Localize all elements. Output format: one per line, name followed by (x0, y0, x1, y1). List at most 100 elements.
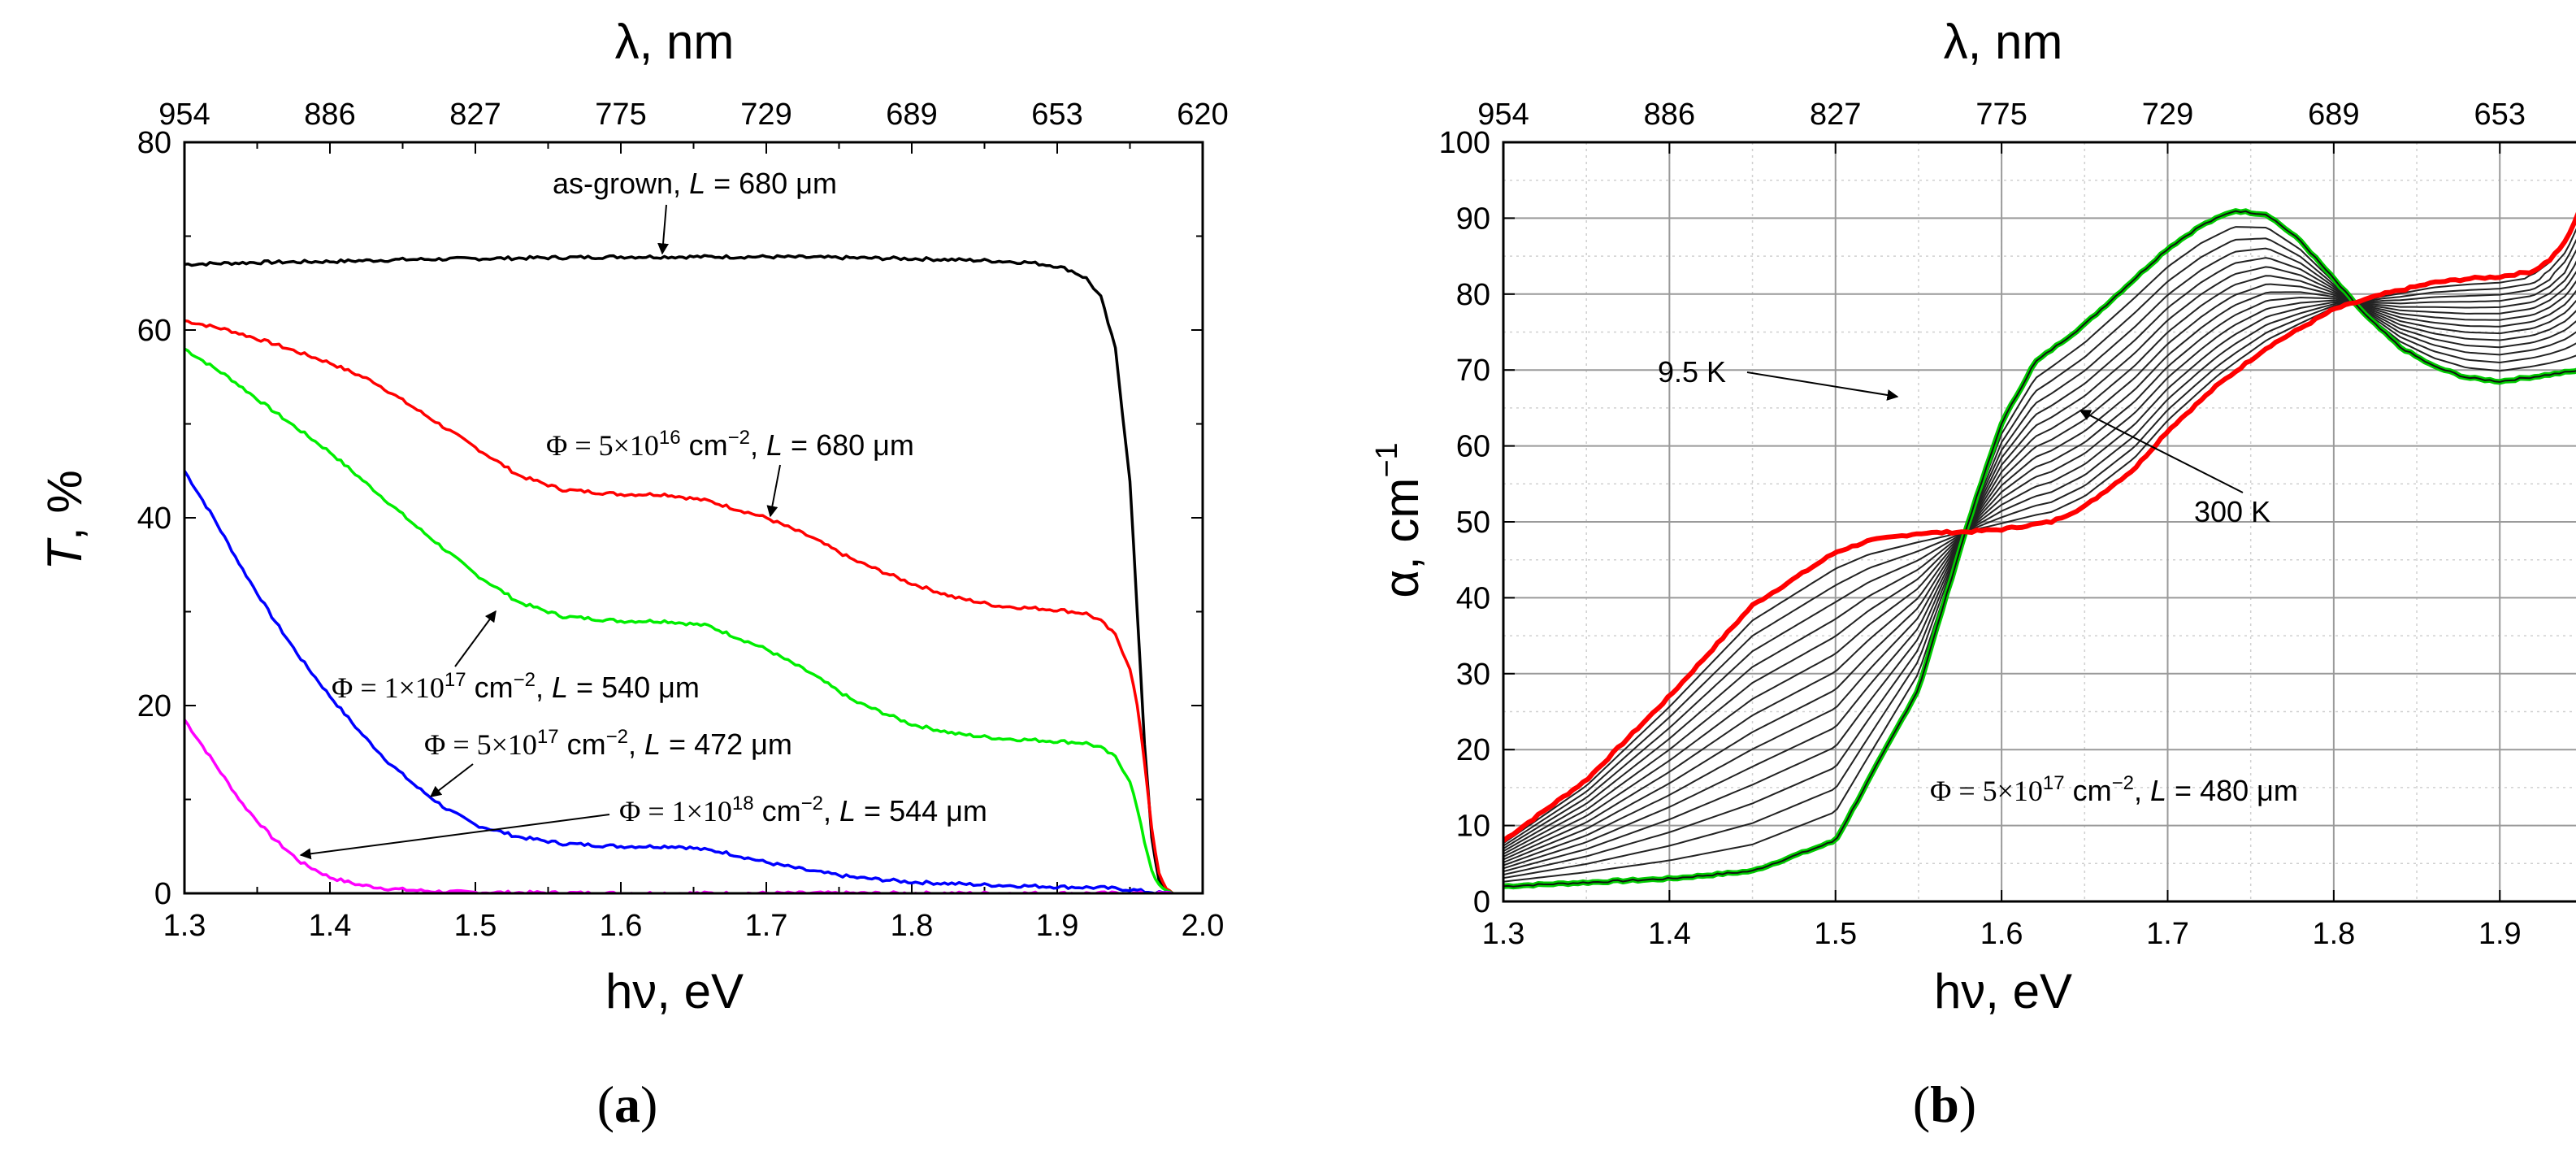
panel-a-top-tick-label: 689 (886, 98, 937, 132)
panel-a-ytick-label: 40 (137, 502, 171, 536)
panel-a-series-1 (184, 319, 1175, 893)
panel-a-xtick-label: 2.0 (1182, 909, 1225, 943)
panel-b-ytick-label: 100 (1439, 126, 1490, 160)
panel-b-curve-9-5K-core (1503, 210, 2576, 888)
panel-a-xtick-label: 1.3 (163, 909, 206, 943)
panel-b-grid: 1.3 954 1.4 886 1.5 827 1.6 775 1.7 729 1.8 689 1.9 6… (1439, 98, 2576, 951)
panel-b-xtick-label: 1.4 (1648, 917, 1691, 951)
panel-a-xtick-label: 1.9 (1036, 909, 1079, 943)
panel-a-top-tick-label: 729 (740, 98, 791, 132)
panel-a-ticks: 1.3 954 1.4 886 1.5 827 1.6 775 1.7 729 1.8 689 1.9 6… (137, 98, 1229, 943)
panel-a-series (184, 254, 1175, 893)
arrow-300K (2079, 410, 2244, 493)
panel-b-xtick-label: 1.3 (1482, 917, 1525, 951)
arrow-5e17 (429, 763, 474, 797)
panel-b-top-xlabel: λ, nm (1944, 15, 2063, 69)
panel-b-curve-intermediate (1503, 271, 2576, 858)
panel-b-frame (1502, 141, 2576, 903)
panel-b-top-tick-label: 775 (1975, 98, 2027, 132)
panel-b-xtick-label: 1.9 (2478, 917, 2522, 951)
panel-b-top-tick-label: 689 (2308, 98, 2359, 132)
panel-b-ylabel: α, cm−1 (1370, 442, 1429, 597)
panel-a-xtick-label: 1.4 (309, 909, 352, 943)
panel-a-annotations: as-grown, L = 680 μm Φ = 5×1016 cm−2, L … (299, 167, 987, 860)
panel-b-curve-intermediate (1503, 260, 2576, 855)
panel-a-series-0 (184, 254, 1175, 893)
panel-b-curve-intermediate (1503, 249, 2576, 853)
panel-b-curve-intermediate (1503, 237, 2576, 880)
panel-b-curve-intermediate (1503, 238, 2576, 849)
panel-b-ytick-label: 90 (1456, 202, 1490, 236)
panel-a-xtick-label: 1.5 (454, 909, 497, 943)
panel-a-ytick-label: 0 (154, 877, 171, 911)
arrow-5e16 (766, 464, 781, 518)
panel-b-ytick-label: 50 (1456, 506, 1490, 540)
panel-b-ytick-label: 40 (1456, 581, 1490, 615)
panel-a-ytick-label: 20 (137, 689, 171, 723)
panel-b-curve-intermediate (1503, 247, 2576, 876)
panel-b-top-tick-label: 954 (1477, 98, 1529, 132)
panel-b-ytick-label: 80 (1456, 278, 1490, 312)
panel-b-curve-intermediate (1503, 280, 2576, 861)
panel-b-top-tick-label: 729 (2142, 98, 2193, 132)
panel-a-xtick-label: 1.8 (891, 909, 934, 943)
panel-a-series-2 (184, 347, 1175, 893)
panel-a-top-xlabel: λ, nm (615, 15, 735, 69)
panel-b: 1.3 954 1.4 886 1.5 827 1.6 775 1.7 729 1.8 689 1.9 6… (1370, 15, 2576, 1133)
panel-b-series (1503, 208, 2576, 890)
panel-b-ytick-label: 60 (1456, 430, 1490, 464)
panel-b-top-tick-label: 827 (1810, 98, 1861, 132)
panel-a-top-tick-label: 620 (1177, 98, 1228, 132)
panel-b-ytick-label: 20 (1456, 733, 1490, 767)
panel-a-top-tick-label: 886 (304, 98, 355, 132)
panel-a-xtick-label: 1.7 (745, 909, 788, 943)
panel-b-top-tick-label: 886 (1644, 98, 1695, 132)
panel-b-xtick-label: 1.6 (1980, 917, 2023, 951)
panel-b-curve-intermediate (1503, 257, 2576, 873)
panel-a-ylabel: T, % (37, 470, 92, 570)
arrow-1e17 (454, 610, 497, 667)
panel-b-curve-intermediate (1503, 216, 2576, 845)
annotation-5e17: Φ = 5×1017 cm−2, L = 472 μm (424, 726, 792, 761)
panel-a-top-tick-label: 775 (595, 98, 646, 132)
panel-b-curve-intermediate (1503, 266, 2576, 870)
panel-b-ytick-label: 70 (1456, 354, 1490, 388)
panel-a-top-tick-label: 954 (158, 98, 210, 132)
panel-b-curve-intermediate (1503, 283, 2576, 863)
panel-a-xtick-label: 1.6 (600, 909, 643, 943)
annotation-1e18: Φ = 1×1018 cm−2, L = 544 μm (619, 793, 987, 827)
panel-b-curve-intermediate (1503, 228, 2576, 847)
annotation-300K: 300 K (2194, 495, 2270, 528)
panel-a-ytick-label: 60 (137, 314, 171, 348)
panel-a-series-3 (184, 470, 1174, 893)
panel-a-series-4 (184, 719, 1174, 893)
arrow-as-grown (657, 204, 670, 255)
panel-b-xtick-label: 1.8 (2312, 917, 2355, 951)
panel-a-label: (a) (597, 1075, 658, 1133)
annotation-1e17: Φ = 1×1017 cm−2, L = 540 μm (332, 669, 700, 704)
panel-a-frame (183, 141, 1204, 895)
panel-b-curve-intermediate (1503, 275, 2576, 866)
panel-b-annotations: 9.5 K 300 K Φ = 5×1017 cm−2, L = 480 μm (1658, 355, 2298, 807)
panel-a: 1.3 954 1.4 886 1.5 827 1.6 775 1.7 729 1.8 689 1.9 6… (37, 15, 1229, 1133)
panel-a-top-tick-label: 827 (449, 98, 501, 132)
arrow-1e18 (299, 814, 610, 860)
panel-b-label: (b) (1913, 1075, 1976, 1133)
panel-a-ytick-label: 80 (137, 126, 171, 160)
panel-a-top-tick-label: 653 (1031, 98, 1082, 132)
annotation-5e16: Φ = 5×1016 cm−2, L = 680 μm (546, 427, 914, 462)
panel-b-curve-300K (1503, 211, 2576, 843)
annotation-9-5K: 9.5 K (1658, 355, 1726, 389)
panel-b-xlabel: hν, eV (1934, 964, 2072, 1018)
panel-b-curve-intermediate (1503, 226, 2576, 883)
panel-b-ytick-label: 0 (1473, 885, 1490, 919)
panel-b-ytick-label: 10 (1456, 810, 1490, 844)
panel-a-xlabel: hν, eV (605, 964, 744, 1018)
panel-b-top-tick-label: 653 (2474, 98, 2526, 132)
annotation-b-fluence: Φ = 5×1017 cm−2, L = 480 μm (1930, 772, 2298, 807)
arrow-9-5K (1746, 371, 1899, 401)
panel-b-xtick-label: 1.7 (2146, 917, 2189, 951)
annotation-as-grown: as-grown, L = 680 μm (553, 167, 837, 200)
panel-b-ytick-label: 30 (1456, 658, 1490, 692)
